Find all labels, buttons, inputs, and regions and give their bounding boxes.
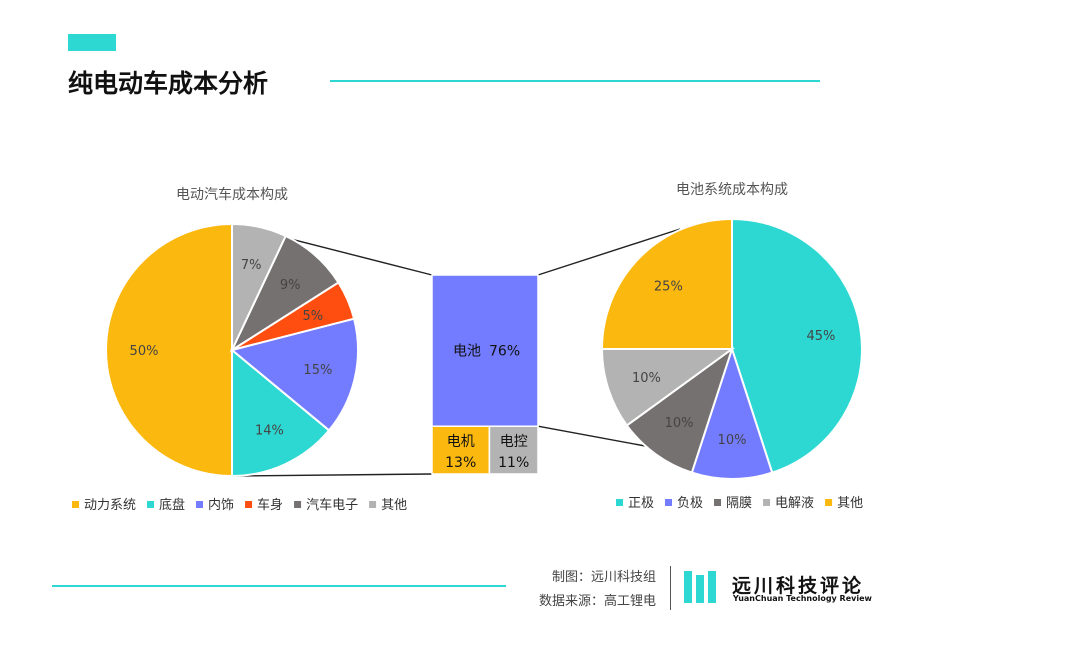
pie-slice-label: 15% [303, 363, 332, 378]
legend-swatch [72, 501, 79, 508]
pie-slice-label: 10% [718, 433, 747, 448]
bottom-rule [52, 585, 506, 587]
connector-line [537, 228, 681, 276]
credit-divider [670, 566, 671, 610]
credit-made-by: 制图：远川科技组 [551, 570, 656, 585]
pie-slice [731, 217, 863, 474]
legend-item-label: 隔膜 [726, 496, 752, 511]
legend-swatch [369, 501, 377, 508]
title-accent-block [68, 34, 116, 51]
legend-swatch [294, 501, 302, 508]
legend-item-label: 其他 [381, 498, 407, 513]
legend-item-label: 正极 [628, 496, 654, 511]
segment-category-label: 电池 [453, 344, 481, 360]
title-rule [330, 80, 820, 82]
pie-slice-label: 14% [255, 424, 284, 439]
pie-slice [625, 346, 734, 474]
segment-category-label: 电机 [447, 434, 475, 450]
pie-vehicle-cost-title: 电动汽车成本构成 [176, 186, 288, 203]
stacked-box-powertrain: 电池 76% 电机 13% 电控 11% [431, 274, 539, 475]
pie-slice [105, 222, 233, 478]
pie-battery-cost: 45% 10% 10% 10% 25% [600, 217, 863, 480]
pie-slice-label: 10% [665, 416, 694, 431]
connector-line [231, 473, 433, 477]
pie-slice-label: 45% [806, 329, 835, 344]
stacked-segment [488, 425, 539, 475]
stacked-segment [431, 425, 491, 475]
legend-battery-cost: 正极 负极 隔膜 电解液 其他 [616, 496, 863, 511]
pie-slice [231, 222, 287, 351]
stacked-segment [431, 274, 539, 427]
segment-value-label: 13% [445, 455, 476, 471]
pie-slice [600, 217, 733, 350]
page-title: 纯电动车成本分析 [68, 69, 269, 98]
segment-value-label: 11% [498, 455, 529, 471]
credit-data-source: 数据来源：高工锂电 [538, 594, 656, 609]
pie-slice [229, 317, 359, 432]
pie-slice-label: 5% [302, 309, 323, 324]
segment-value-label: 76% [489, 344, 520, 360]
legend-vehicle-cost: 动力系统 底盘 内饰 车身 汽车电子 其他 [72, 497, 407, 513]
legend-swatch [665, 499, 673, 506]
legend-item-label: 汽车电子 [306, 497, 358, 513]
pie-vehicle-cost: 50% 14% 15% 5% 9% 7% [105, 222, 359, 478]
legend-swatch [147, 501, 155, 508]
legend-swatch [763, 499, 771, 506]
pie-slice-label: 50% [130, 344, 159, 359]
legend-swatch [616, 499, 623, 506]
pie-slice-label: 7% [241, 258, 262, 273]
logo-name: 远川科技评论 [732, 575, 865, 597]
pie-slice [231, 347, 331, 478]
legend-item-label: 电解液 [775, 496, 814, 511]
legend-swatch [245, 501, 253, 508]
logo-bars-icon [684, 571, 724, 603]
pie-slice [690, 345, 774, 480]
legend-swatch [714, 499, 722, 506]
legend-item-label: 车身 [257, 497, 283, 513]
pie-slice-label: 10% [632, 371, 661, 386]
legend-item-label: 动力系统 [84, 498, 136, 513]
segment-category-label: 电控 [500, 434, 528, 450]
pie-slice-label: 9% [280, 278, 301, 293]
legend-swatch [196, 501, 204, 508]
logo-subtitle: YuanChuan Technology Review [733, 594, 872, 603]
legend-item-label: 负极 [677, 496, 703, 511]
legend-item-label: 其他 [837, 496, 863, 511]
pie-slice-label: 25% [654, 279, 683, 294]
legend-swatch [825, 499, 833, 506]
pie-battery-cost-title: 电池系统成本构成 [676, 182, 788, 198]
legend-item-label: 底盘 [159, 497, 185, 513]
legend-item-label: 内饰 [208, 497, 234, 513]
pie-slice [600, 348, 736, 427]
